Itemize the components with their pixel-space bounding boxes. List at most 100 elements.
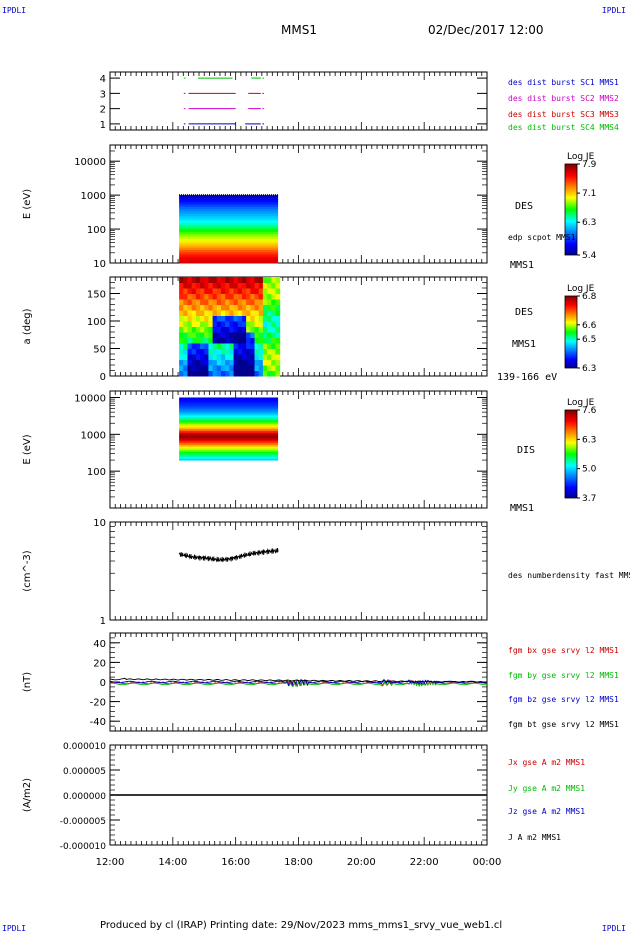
spectrogram-cell — [179, 304, 184, 311]
spectrogram-cell — [179, 326, 184, 333]
spectrogram-cell — [204, 354, 209, 360]
spectrogram-cell — [229, 277, 235, 283]
spectrogram-cell — [267, 321, 272, 327]
spectrogram-cell — [262, 337, 268, 344]
spectrogram-cell — [237, 282, 243, 289]
spectrogram-cell — [179, 404, 279, 407]
spectrogram-cell — [179, 414, 279, 418]
spectrogram-cell — [225, 359, 230, 366]
series-label: des numberdensity fast MMS1 — [508, 571, 630, 580]
spectrogram-cell — [212, 288, 218, 294]
colorbar — [564, 409, 578, 499]
spectrogram-cell — [179, 454, 279, 458]
colorbar-tick-label: 6.6 — [582, 321, 597, 331]
spectrogram-cell — [179, 400, 279, 404]
spectrogram-cell — [208, 293, 214, 300]
spectrogram-cell — [221, 293, 226, 300]
spectrogram-cell — [229, 288, 235, 294]
spectrogram-cell — [212, 359, 218, 366]
spectrogram-cell — [187, 299, 193, 305]
spectrogram-cell — [179, 423, 279, 426]
spectrogram-cell — [229, 370, 235, 377]
spectrogram-cell — [258, 354, 264, 360]
spectrogram-cell — [183, 332, 188, 338]
spectrogram-cell — [250, 326, 256, 333]
spectrogram-cell — [179, 428, 279, 432]
spectrogram-cell — [191, 348, 197, 355]
y-tick-label: 20 — [93, 658, 106, 669]
spectrogram-cell — [200, 365, 205, 371]
spectrogram-cell — [179, 201, 279, 205]
y-axis-label: (nT) — [22, 672, 33, 692]
spectrogram-cell — [179, 315, 184, 322]
y-tick-label: 10000 — [74, 157, 106, 168]
spectrogram-cell — [212, 293, 218, 300]
spectrogram-cell — [241, 337, 247, 344]
spectrogram-cell — [216, 315, 222, 322]
spectrogram-cell — [250, 370, 256, 377]
spectrogram-cell — [179, 440, 279, 444]
spectrogram-cell — [233, 282, 239, 289]
spectrogram-cell — [258, 332, 264, 338]
spectrogram-cell — [267, 359, 272, 366]
spectrogram-cell — [179, 310, 184, 316]
spectrogram-cell — [195, 337, 201, 344]
spectrogram-cell — [204, 365, 209, 371]
spectrogram-cell — [254, 321, 260, 327]
spectrogram-cell — [237, 337, 243, 344]
spectrogram-cell — [262, 370, 268, 377]
spectrogram-cell — [179, 321, 184, 327]
spectrogram-cell — [262, 288, 268, 294]
y-axis-label: a (deg) — [22, 308, 33, 344]
spectrogram-cell — [258, 321, 264, 327]
spectrogram-cell — [237, 370, 243, 377]
spectrogram-cell — [195, 304, 201, 311]
spectrogram-cell — [191, 310, 197, 316]
spectrogram-cell — [250, 277, 256, 283]
spectrogram-cell — [258, 370, 264, 377]
spectrogram-cell — [187, 288, 193, 294]
spectrogram-cell — [258, 310, 264, 316]
spectrogram-cell — [221, 343, 226, 349]
spectrogram-cell — [229, 332, 235, 338]
spectrogram-cell — [187, 348, 193, 355]
spectrogram-cell — [187, 277, 193, 283]
spectrogram-cell — [187, 332, 193, 338]
colorbar-tick-label: 6.3 — [582, 218, 596, 228]
spectrogram-cell — [241, 326, 247, 333]
spectrogram-cell — [183, 293, 188, 300]
spectrogram-cell — [195, 332, 201, 338]
spectrogram-cell — [179, 242, 279, 246]
spectrogram-cell — [212, 332, 218, 338]
colorbar-tick-label: 6.5 — [582, 335, 596, 345]
spectrogram-cell — [225, 348, 230, 355]
spectrogram-cell — [179, 206, 279, 210]
y-tick-label: 10000 — [74, 393, 106, 404]
spectrogram-cell — [254, 304, 260, 311]
spectrogram-cell — [221, 354, 226, 360]
spectrogram-cell — [258, 288, 264, 294]
spectrogram-cell — [179, 251, 279, 255]
spectrogram-cell — [254, 293, 260, 300]
spectrogram-cell — [262, 315, 268, 322]
spectrogram-cell — [258, 315, 264, 322]
spectrogram-cell — [179, 197, 279, 201]
spectrogram-cell — [262, 343, 268, 349]
spectrogram-cell — [212, 326, 218, 333]
spectrogram-cell — [191, 277, 197, 283]
spectrogram-cell — [250, 348, 256, 355]
spectrogram-cell — [204, 343, 209, 349]
spectrogram-cell — [179, 399, 279, 402]
current-legend-label: Jy gse A m2 MMS1 — [508, 784, 585, 793]
bfield-legend-label: fgm bz gse srvy l2 MMS1 — [508, 695, 619, 704]
spectrogram-cell — [179, 451, 279, 454]
spectrogram-cell — [246, 299, 251, 305]
density-trace — [178, 547, 279, 563]
spectrogram-cell — [183, 310, 188, 316]
spectrogram-cell — [183, 354, 188, 360]
spectrogram-cell — [179, 260, 279, 264]
spectrogram-cell — [254, 337, 260, 344]
spectrogram-cell — [246, 326, 251, 333]
spectrogram-cell — [233, 359, 239, 366]
